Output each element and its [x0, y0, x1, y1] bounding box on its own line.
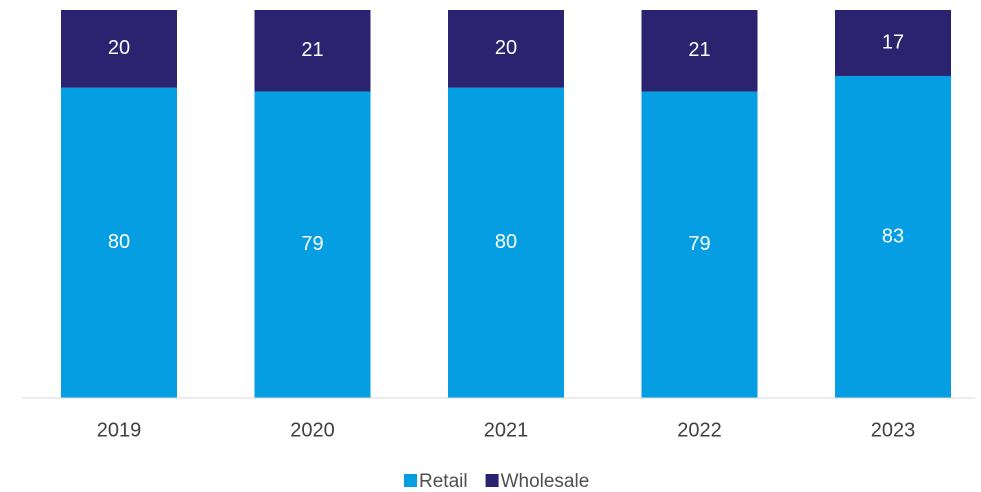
- data-label: 17: [882, 31, 904, 53]
- bar-segment: [448, 10, 564, 88]
- data-label: 79: [688, 233, 710, 255]
- data-label: 79: [301, 233, 323, 255]
- bar-segment: [835, 75, 951, 399]
- legend-swatch: [404, 474, 417, 487]
- legend-label: Retail: [419, 471, 468, 492]
- data-label: 20: [495, 37, 517, 59]
- bar-segment: [641, 91, 758, 398]
- legend-swatch: [485, 474, 499, 487]
- bar-segment: [835, 10, 951, 76]
- x-tick-label: 2019: [97, 419, 142, 441]
- data-label: 80: [108, 231, 130, 253]
- legend-label: Wholesale: [501, 471, 590, 492]
- x-tick-label: 2023: [871, 419, 916, 441]
- data-label: 83: [882, 225, 904, 247]
- data-label: 21: [688, 39, 710, 61]
- bar-segment: [641, 10, 758, 92]
- bar-segment: [61, 87, 177, 398]
- data-label: 21: [301, 39, 323, 61]
- bar-segment: [254, 10, 371, 92]
- data-label: 80: [495, 231, 517, 253]
- x-tick-label: 2022: [677, 419, 722, 441]
- bar-segment: [61, 10, 177, 88]
- x-tick-label: 2020: [290, 419, 335, 441]
- bar-segment: [254, 91, 371, 398]
- bar-segment: [448, 87, 564, 398]
- data-label: 20: [108, 37, 130, 59]
- x-tick-label: 2021: [484, 419, 529, 441]
